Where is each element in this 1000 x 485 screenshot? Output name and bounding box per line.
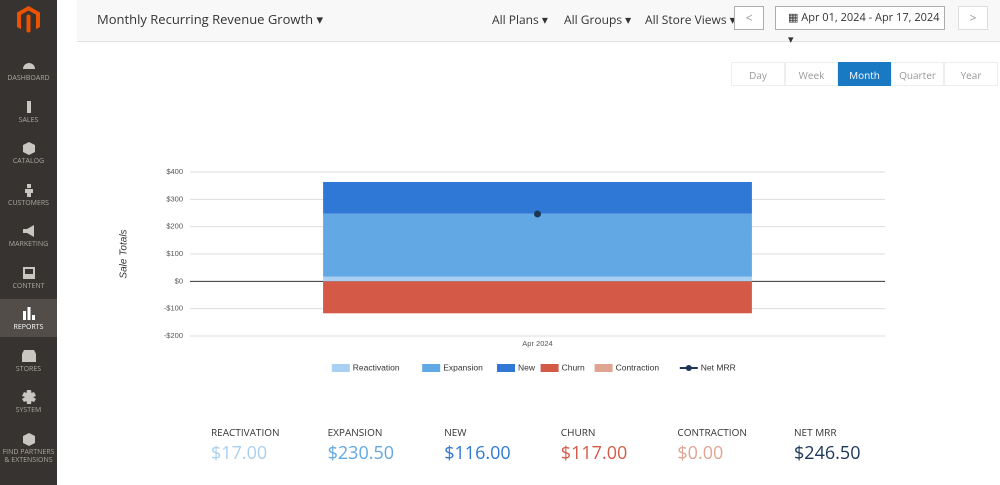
nav-label: FIND PARTNERS & EXTENSIONS xyxy=(2,447,55,465)
filter[interactable]: All Groups ▾ xyxy=(564,11,632,28)
summary-label: CHURN xyxy=(560,425,596,439)
summary-label: REACTIVATION xyxy=(211,425,280,439)
legend-label: Expansion xyxy=(443,362,483,372)
period-button[interactable]: Month xyxy=(838,62,891,86)
legend-swatch xyxy=(540,364,559,372)
y-tick-label: $100 xyxy=(166,249,183,258)
legend-swatch xyxy=(331,364,350,372)
icon-shape xyxy=(22,307,35,320)
nav-icon xyxy=(22,432,35,446)
nav-item[interactable]: FIND PARTNERS & EXTENSIONS xyxy=(0,424,57,466)
legend-label: Contraction xyxy=(616,362,660,372)
nav-icon xyxy=(22,142,35,155)
y-tick-label: $400 xyxy=(166,167,183,176)
nav-item[interactable]: REPORTS xyxy=(0,299,57,337)
legend-swatch xyxy=(497,364,515,372)
icon-shape xyxy=(21,349,36,362)
period-button[interactable]: Year xyxy=(944,62,998,86)
report-title[interactable]: Monthly Recurring Revenue Growth ▾ xyxy=(97,10,324,28)
nav-item[interactable]: CUSTOMERS xyxy=(0,175,57,213)
nav-item[interactable]: SALES xyxy=(0,92,57,130)
nav-item[interactable]: SYSTEM xyxy=(0,382,57,420)
logo xyxy=(17,6,40,33)
nav-label: CUSTOMERS xyxy=(8,198,49,208)
period-button[interactable]: Day xyxy=(731,62,785,86)
chart: Sale Totals -$200 -$100 $0 $100 $200 $300 $400… xyxy=(119,167,885,372)
bar-segment xyxy=(323,281,752,314)
bar-segment xyxy=(323,181,752,214)
nav-icon xyxy=(21,390,36,404)
filter[interactable]: All Plans ▾ xyxy=(492,11,548,28)
legend-label: Churn xyxy=(562,362,585,372)
bar-segment xyxy=(323,276,752,282)
nav-icon xyxy=(22,307,35,320)
summary-label: CONTRACTION xyxy=(677,425,747,439)
summary-value: $116.00 xyxy=(444,441,511,465)
nav-item[interactable]: CONTENT xyxy=(0,258,57,296)
y-tick-label: $200 xyxy=(166,222,183,231)
nav-label: CONTENT xyxy=(12,281,45,291)
legend-label: Net MRR xyxy=(701,362,736,372)
icon-shape xyxy=(22,225,34,237)
nav-item[interactable]: STORES xyxy=(0,341,57,379)
x-tick-label: Apr 2024 xyxy=(522,339,552,348)
icon-shape xyxy=(22,266,35,279)
summary-value: $17.00 xyxy=(211,441,268,465)
summary-label: EXPANSION xyxy=(327,425,383,439)
date-range[interactable]: ▦ Apr 01, 2024 - Apr 17, 2024 ▾ xyxy=(775,6,945,47)
prev-button[interactable]: < xyxy=(734,6,764,30)
summary-label: NET MRR xyxy=(794,425,837,439)
nav-item[interactable]: DASHBOARD xyxy=(0,50,57,88)
y-axis-label: Sale Totals xyxy=(119,229,130,278)
nav-icon xyxy=(22,225,34,237)
nav-label: MARKETING xyxy=(8,240,49,249)
nav-label: DASHBOARD xyxy=(7,74,50,83)
y-tick-label: -$100 xyxy=(164,304,183,313)
filter[interactable]: All Store Views ▾ xyxy=(645,11,736,28)
icon-shape xyxy=(24,183,33,197)
nav-icon xyxy=(26,100,31,113)
y-tick-label: -$200 xyxy=(164,331,183,340)
nav-label: SALES xyxy=(18,115,39,125)
legend-swatch xyxy=(422,364,441,372)
icon-shape xyxy=(22,142,35,155)
nav-item[interactable]: MARKETING xyxy=(0,216,57,254)
nav-icon xyxy=(22,266,35,279)
header: Monthly Recurring Revenue Growth ▾ All P… xyxy=(77,0,1000,47)
icon-shape xyxy=(22,432,35,446)
bar-segment xyxy=(323,213,752,277)
period-button[interactable]: Quarter xyxy=(891,62,944,86)
nav-label: CATALOG xyxy=(12,157,45,166)
icon-shape xyxy=(21,390,36,404)
summary-value: $230.50 xyxy=(327,441,395,465)
period-button[interactable]: Week xyxy=(785,62,838,86)
nav-label: SYSTEM xyxy=(15,406,42,415)
icon-shape xyxy=(22,63,35,69)
legend-marker xyxy=(685,365,692,371)
summary-value: $117.00 xyxy=(560,441,628,465)
sidebar: DASHBOARD SALES CATALOG CUSTOMERS MARKETING C… xyxy=(0,0,57,485)
y-tick-label: $300 xyxy=(166,194,183,203)
icon-shape xyxy=(26,100,31,113)
nav-icon xyxy=(21,349,36,362)
nav-item[interactable]: CATALOG xyxy=(0,133,57,171)
summary-label: NEW xyxy=(444,425,467,439)
legend-label: New xyxy=(518,362,536,372)
nav-icon xyxy=(22,63,35,69)
nav-icon xyxy=(24,183,33,197)
line-point xyxy=(534,210,541,218)
nav-label: REPORTS xyxy=(13,323,44,332)
legend-swatch xyxy=(594,364,613,372)
next-button[interactable]: > xyxy=(958,6,988,30)
nav-label: STORES xyxy=(15,364,42,374)
summary-value: $0.00 xyxy=(677,441,724,465)
y-tick-label: $0 xyxy=(175,276,183,285)
summary-value: $246.50 xyxy=(794,441,861,465)
legend-label: Reactivation xyxy=(353,362,400,372)
